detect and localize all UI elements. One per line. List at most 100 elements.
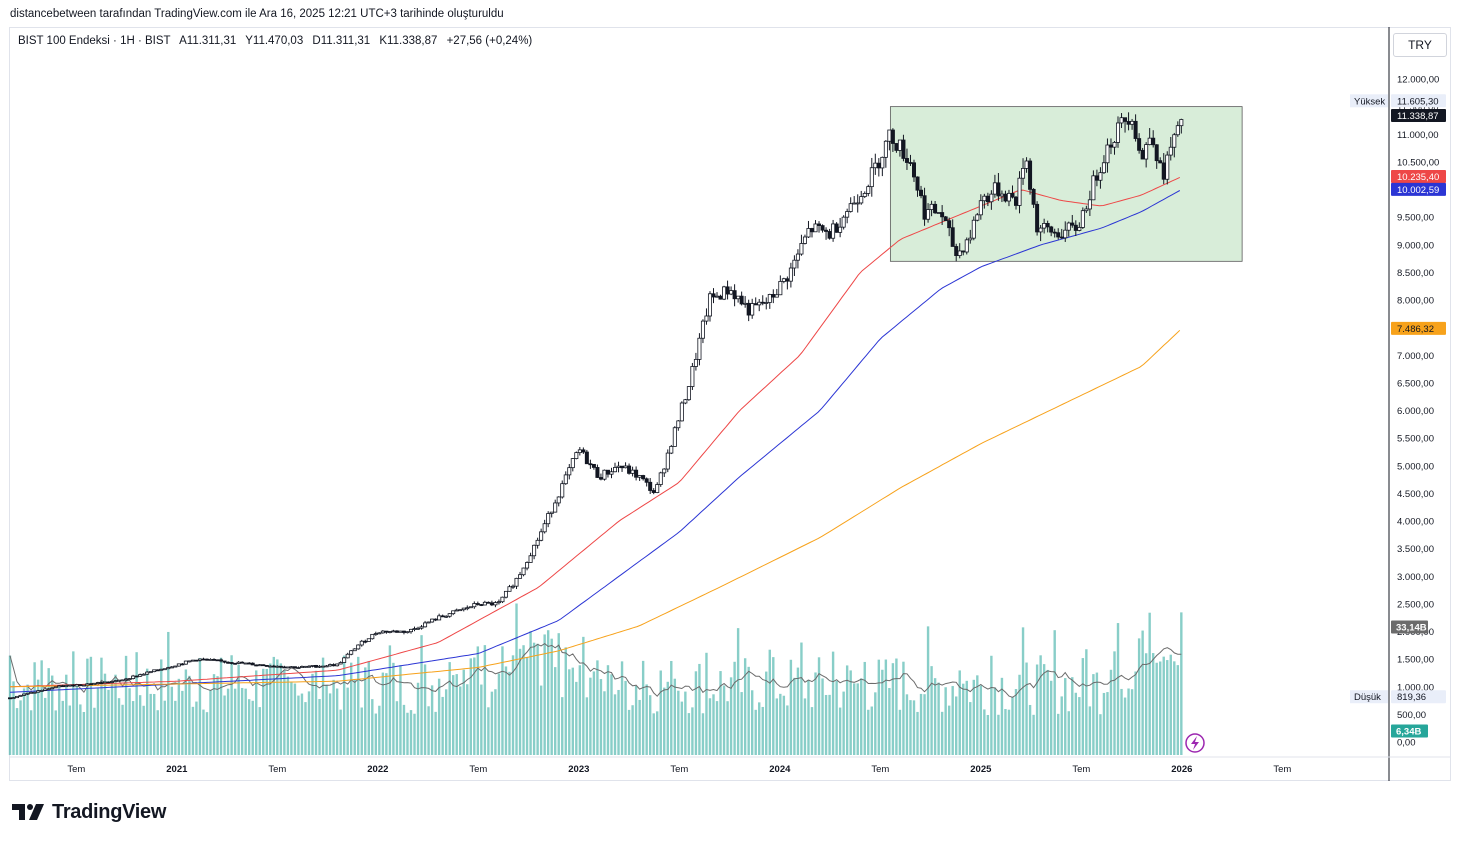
volume-bar [47, 668, 50, 755]
volume-bar [758, 702, 761, 755]
candle-body [954, 246, 959, 257]
lightning-icon[interactable] [1185, 733, 1205, 753]
candle-body [560, 483, 565, 498]
candle-body [201, 658, 206, 661]
candle-body [655, 484, 660, 493]
volume-bar [645, 684, 648, 755]
volume-bar [617, 689, 620, 755]
volume-bar [490, 691, 494, 755]
candle-body [936, 212, 941, 214]
volume-bar [1173, 661, 1176, 755]
candle-body [876, 162, 881, 169]
candle-body [623, 465, 628, 469]
volume-bar [715, 701, 719, 755]
volume-moving-average [9, 642, 1182, 698]
volume-bar [698, 663, 701, 755]
tradingview-logo[interactable]: TradingView [12, 800, 166, 824]
currency-button[interactable]: TRY [1393, 33, 1447, 57]
time-tick-label: 2024 [769, 764, 791, 775]
chart-attribution: distancebetween tarafından TradingView.c… [10, 8, 504, 20]
volume-bar [958, 670, 961, 755]
candle-body [46, 688, 51, 691]
candle-body [1105, 144, 1110, 164]
candle-body [183, 660, 188, 665]
volume-bar [842, 691, 845, 755]
volume-bar [293, 683, 297, 755]
volume-bar [131, 701, 135, 755]
volume-bar [198, 657, 202, 755]
moving-average-line [9, 176, 1181, 688]
volume-bar [1130, 689, 1134, 755]
volume-bar [677, 690, 680, 755]
volume-bar [761, 706, 764, 755]
price-label-value: 7.486,32 [1397, 324, 1434, 335]
price-tick-label: 11.000,00 [1397, 130, 1439, 141]
volume-bar [188, 675, 191, 755]
candle-body [117, 679, 122, 682]
candle-body [1147, 137, 1152, 145]
candle-body [665, 452, 670, 470]
volume-bar [22, 688, 26, 755]
price-tick-label: 7.000,00 [1397, 351, 1434, 362]
volume-bar [455, 674, 458, 755]
candle-body [180, 663, 185, 666]
candle-body [349, 650, 354, 655]
time-tick-label: Tem [1273, 764, 1291, 775]
candlestick-series [7, 112, 1184, 700]
candle-body [261, 664, 266, 667]
candle-body [145, 671, 150, 675]
volume-bar [926, 626, 930, 755]
volume-bar [255, 670, 258, 755]
volume-bar [779, 693, 782, 755]
volume-bar [990, 655, 993, 755]
volume-bar [1007, 709, 1011, 755]
candle-body [444, 615, 449, 618]
candle-body [1024, 160, 1029, 169]
price-tick-label: 12.000,00 [1397, 75, 1439, 86]
time-tick-label: Tem [469, 764, 487, 775]
volume-bar [670, 660, 673, 755]
volume-bar [554, 667, 557, 755]
volume-bar [423, 664, 427, 755]
volume-label-box [1391, 724, 1428, 738]
brand-name: TradingView [52, 800, 167, 823]
volume-bar [543, 634, 546, 755]
volume-bar [8, 655, 12, 755]
legend-symbol[interactable]: BIST 100 Endeksi · 1H · BIST [18, 35, 171, 47]
volume-bar [620, 661, 624, 755]
candle-body [440, 615, 445, 618]
volume-bar [483, 645, 487, 755]
candle-body [613, 467, 618, 473]
volume-bar [680, 701, 684, 755]
candle-body [437, 615, 442, 621]
volume-bar [240, 687, 244, 755]
candle-body [190, 659, 195, 662]
price-label-box [1391, 321, 1446, 335]
volume-bar [532, 642, 536, 755]
candle-body [503, 590, 508, 598]
candle-body [1158, 160, 1163, 164]
volume-bar [736, 628, 740, 755]
volume-bar [409, 710, 413, 755]
candle-body [947, 220, 952, 229]
volume-bar [993, 687, 997, 755]
candle-body [975, 214, 980, 221]
candle-body [486, 601, 491, 604]
volume-bar [307, 691, 311, 755]
volume-bar [1025, 662, 1028, 755]
price-tick-label: 5.500,00 [1397, 434, 1434, 445]
candle-body [15, 695, 20, 699]
candle-body [591, 463, 596, 468]
volume-bar [1053, 630, 1056, 755]
volume-bar [251, 700, 254, 755]
volume-bar [694, 671, 698, 755]
candle-body [120, 679, 125, 682]
volume-bar [1092, 674, 1095, 755]
volume-bar [128, 688, 131, 755]
candle-body [138, 674, 143, 677]
volume-bar [1109, 669, 1113, 755]
candle-body [321, 665, 326, 668]
volume-bar [459, 686, 462, 755]
candle-body [212, 658, 217, 661]
